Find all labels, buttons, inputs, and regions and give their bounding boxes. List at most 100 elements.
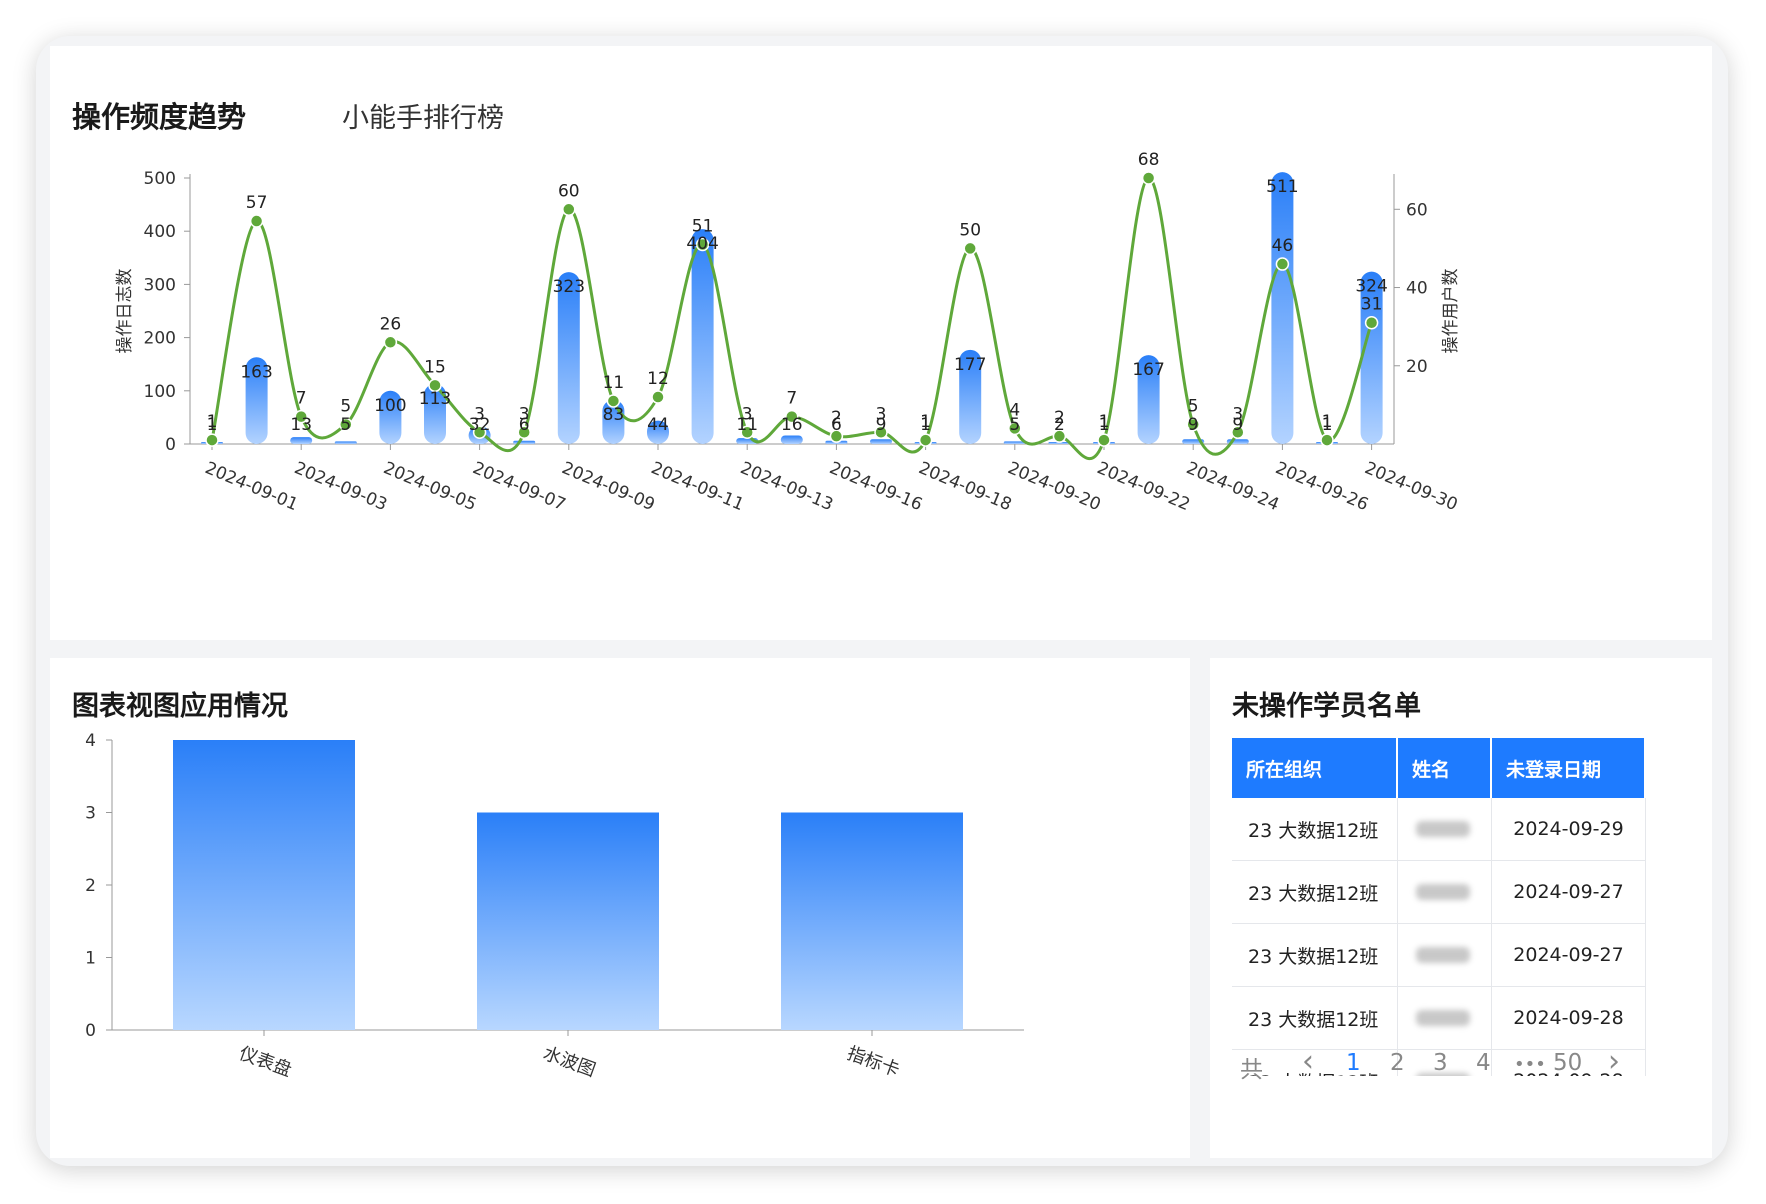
x-tick-label: 2024-09-09: [559, 458, 658, 515]
bar-data-label: 324: [1355, 277, 1387, 297]
page-3[interactable]: 3: [1433, 1050, 1448, 1076]
bar-data-label: 1: [1099, 415, 1110, 435]
x-tick-label: 水波图: [540, 1043, 598, 1081]
line-data-label: 5: [1188, 396, 1199, 416]
ellipsis-icon[interactable]: •••: [1514, 1054, 1546, 1075]
bar-data-label: 163: [240, 362, 272, 382]
table-row: 23 大数据12班 2024-09-28: [1232, 1050, 1646, 1076]
line-data-label: 11: [603, 373, 625, 393]
cell-date: 2024-09-27: [1492, 861, 1646, 923]
tab-ranking[interactable]: 小能手排行榜: [342, 103, 504, 134]
table-row: 23 大数据12班 2024-09-28: [1232, 987, 1646, 1050]
x-tick-label: 2024-09-05: [380, 458, 479, 515]
line-data-label: 60: [558, 181, 580, 201]
page-4[interactable]: 4: [1476, 1050, 1491, 1076]
line-point: [249, 214, 264, 228]
line-data-label: 51: [692, 217, 714, 237]
absent-list-title: 未操作学员名单: [1232, 691, 1421, 722]
line-point: [1364, 315, 1379, 330]
line-data-label: 3: [474, 404, 485, 424]
line-data-label: 5: [340, 396, 351, 416]
cell-org: 23 大数据12班: [1232, 798, 1398, 860]
bar-data-label: 177: [954, 355, 986, 375]
line-data-label: 26: [380, 314, 402, 334]
cell-date: 2024-09-28: [1492, 987, 1646, 1049]
bar-data-label: 113: [419, 389, 451, 409]
line-point: [562, 202, 576, 217]
x-tick-label: 2024-09-20: [1005, 458, 1104, 515]
line-point: [339, 417, 353, 432]
line-data-label: 3: [519, 404, 530, 424]
usage-chart: 0 1 2 3 4 仪表盘 水波图 指标卡: [85, 731, 1024, 1081]
line-data-label: 31: [1361, 295, 1383, 315]
bar: [334, 441, 357, 444]
y-tick-label: 2: [85, 876, 96, 896]
y-right-tick-label: 20: [1406, 357, 1428, 377]
line-data-label: 1: [920, 412, 931, 432]
line-point: [383, 335, 398, 350]
page-1[interactable]: 1: [1346, 1050, 1361, 1076]
x-tick-label: 2024-09-22: [1094, 458, 1193, 515]
line-data-label: 50: [959, 220, 981, 240]
bar-data-label: 1: [920, 415, 931, 435]
line-point: [428, 378, 442, 393]
bar: [959, 349, 982, 444]
line-point: [1231, 425, 1245, 440]
y-left-tick-label: 200: [144, 329, 176, 349]
line-data-label: 46: [1272, 236, 1294, 256]
bar-data-label: 16: [781, 415, 803, 435]
line-data-label: 12: [647, 369, 669, 389]
line-data-label: 2: [831, 408, 842, 428]
line-point: [1320, 433, 1334, 447]
cell-date: 2024-09-27: [1492, 924, 1646, 986]
bar-data-label: 32: [469, 415, 491, 435]
column-header-date: 未登录日期: [1492, 738, 1646, 798]
page-2[interactable]: 2: [1390, 1050, 1405, 1076]
table-header: 所在组织 姓名 未登录日期: [1232, 738, 1646, 798]
x-tick-label: 指标卡: [844, 1043, 902, 1081]
bar: [1360, 271, 1383, 444]
bar-data-label: 511: [1266, 177, 1298, 197]
page-last[interactable]: 50: [1553, 1050, 1583, 1076]
y-left-tick-label: 0: [165, 435, 176, 455]
next-page-icon[interactable]: ›: [1608, 1044, 1620, 1079]
line-point: [1275, 257, 1290, 271]
column-header-org: 所在组织: [1232, 738, 1398, 798]
line-point: [963, 241, 977, 256]
y-right-axis-title: 操作用户数: [1441, 269, 1461, 354]
line-data-label: 2: [1054, 408, 1065, 428]
y-right-tick-label: 40: [1406, 279, 1428, 299]
prev-page-icon[interactable]: ‹: [1302, 1044, 1314, 1079]
line-point: [1141, 171, 1156, 185]
bar-data-label: 5: [340, 415, 351, 435]
y-tick-label: 4: [85, 731, 96, 751]
x-tick-label: 2024-09-03: [291, 458, 390, 515]
bar-data-label: 167: [1132, 360, 1164, 380]
bar-data-label: 5: [1009, 415, 1020, 435]
bar-data-label: 404: [686, 234, 718, 254]
bar-data-label: 9: [876, 415, 887, 435]
bar: [557, 272, 580, 444]
x-tick-label: 2024-09-13: [737, 458, 836, 515]
line-data-label: 1: [1099, 412, 1110, 432]
y-left-axis-title: 操作日志数: [115, 269, 135, 354]
x-tick-label: 2024-09-24: [1183, 458, 1282, 515]
bar-data-label: 6: [519, 415, 530, 435]
tab-operation-trend[interactable]: 操作频度趋势: [72, 100, 247, 134]
table-row: 23 大数据12班 2024-09-27: [1232, 861, 1646, 924]
bar-data-label: 83: [603, 405, 625, 425]
cell-org: 23 大数据12班: [1232, 1050, 1398, 1076]
bar: [379, 390, 402, 444]
bar: [870, 439, 892, 444]
y-tick-label: 3: [85, 804, 96, 824]
pagination-total-label: 共: [1240, 1057, 1263, 1083]
cell-name-redacted: [1398, 1050, 1492, 1076]
line-point: [785, 409, 799, 424]
y-left-tick-label: 500: [144, 169, 176, 189]
bar: [173, 740, 355, 1030]
bar: [1048, 442, 1071, 444]
bar-data-label: 44: [647, 415, 669, 435]
cell-org: 23 大数据12班: [1232, 924, 1398, 986]
line-point: [517, 425, 531, 440]
cell-name-redacted: [1398, 798, 1492, 860]
